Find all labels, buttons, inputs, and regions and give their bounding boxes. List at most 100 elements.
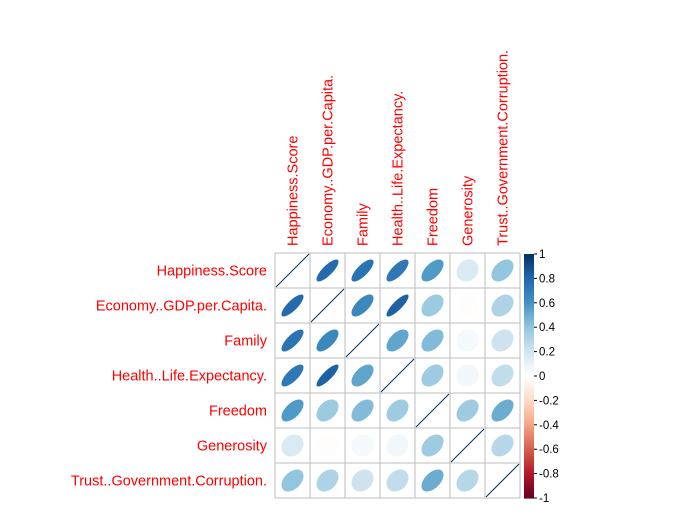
colorbar-segment — [524, 399, 534, 401]
colorbar-segment — [524, 258, 534, 261]
colorbar-segment — [524, 299, 534, 301]
colorbar-segment — [524, 351, 534, 354]
colorbar-segment — [524, 356, 534, 359]
colorbar-segment — [524, 415, 534, 417]
correlation-ellipse — [350, 398, 375, 423]
colorbar-segment — [524, 305, 534, 308]
colorbar-segment — [524, 404, 534, 406]
correlation-ellipse — [385, 293, 410, 318]
colorbar-segment — [524, 471, 534, 473]
colorbar-segment — [524, 352, 534, 355]
colorbar-segment — [524, 271, 534, 273]
column-label: Economy..GDP.per.Capita. — [321, 75, 337, 246]
correlation-ellipse — [350, 433, 375, 458]
colorbar-segment — [524, 376, 534, 378]
colorbar-segment — [524, 491, 534, 494]
colorbar-segment — [524, 447, 534, 450]
colorbar-segment — [524, 396, 534, 399]
colorbar-segment — [524, 335, 534, 338]
colorbar-segment — [524, 467, 534, 470]
colorbar-segment — [524, 278, 534, 281]
correlation-ellipse — [490, 293, 515, 318]
colorbar-segment — [524, 456, 534, 459]
diagonal-line — [380, 358, 415, 393]
colorbar-segment — [524, 446, 534, 449]
colorbar-segment — [524, 390, 534, 393]
colorbar-segment — [524, 455, 534, 458]
colorbar-segment — [524, 273, 534, 276]
colorbar-segment — [524, 378, 534, 381]
colorbar-segment — [524, 493, 534, 495]
colorbar-tick-label: 0 — [539, 371, 545, 383]
colorbar-segment — [524, 397, 534, 400]
colorbar-segment — [524, 454, 534, 456]
correlation-ellipse — [385, 398, 410, 423]
colorbar-segment — [524, 391, 534, 394]
colorbar-segment — [524, 466, 534, 469]
colorbar-segment — [524, 341, 534, 344]
colorbar-segment — [524, 489, 534, 492]
colorbar-tick-label: 0.8 — [539, 273, 555, 285]
colorbar-segment — [524, 388, 534, 391]
colorbar-segment — [524, 474, 534, 477]
colorbar-segment — [524, 405, 534, 408]
colorbar-segment — [524, 445, 534, 448]
correlation-ellipse — [280, 293, 305, 318]
correlation-ellipse — [315, 258, 340, 283]
correlation-ellipse — [280, 363, 305, 388]
correlation-ellipse — [385, 468, 410, 493]
colorbar-segment — [524, 272, 534, 275]
colorbar-segment — [524, 424, 534, 427]
colorbar-segment — [524, 384, 534, 387]
colorbar-segment — [524, 432, 534, 434]
colorbar-segment — [524, 284, 534, 287]
row-label: Generosity — [197, 439, 268, 455]
colorbar-segment — [524, 373, 534, 376]
diagonal-line — [310, 288, 345, 323]
correlation-ellipse — [455, 328, 480, 353]
colorbar-segment — [524, 312, 534, 315]
colorbar-segment — [524, 443, 534, 445]
colorbar-segment — [524, 288, 534, 290]
colorbar-segment — [524, 277, 534, 279]
colorbar-segment — [524, 382, 534, 384]
colorbar-segment — [524, 268, 534, 271]
correlation-ellipse — [490, 328, 515, 353]
colorbar-segment — [524, 275, 534, 278]
colorbar-segment — [524, 301, 534, 304]
column-label: Happiness.Score — [286, 136, 302, 246]
correlation-ellipse — [420, 433, 445, 458]
colorbar-segment — [524, 323, 534, 326]
correlation-ellipse — [420, 328, 445, 353]
colorbar-segment — [524, 282, 534, 284]
colorbar-segment — [524, 257, 534, 260]
row-label: Economy..GDP.per.Capita. — [96, 299, 267, 315]
colorbar-segment — [524, 336, 534, 339]
colorbar-segment — [524, 477, 534, 480]
column-label: Trust..Government.Corruption. — [496, 50, 512, 246]
colorbar-segment — [524, 496, 534, 499]
colorbar-segment — [524, 327, 534, 330]
colorbar-segment — [524, 487, 534, 489]
colorbar-segment — [524, 255, 534, 258]
colorbar-segment — [524, 495, 534, 498]
colorbar-segment — [524, 313, 534, 316]
correlation-ellipse — [315, 468, 340, 493]
correlation-ellipse — [385, 328, 410, 353]
colorbar-segment — [524, 283, 534, 286]
colorbar-segment — [524, 480, 534, 483]
colorbar-segment — [524, 319, 534, 322]
colorbar-segment — [524, 458, 534, 461]
colorbar-segment — [524, 452, 534, 455]
colorbar-segment — [524, 344, 534, 347]
colorbar-segment — [524, 279, 534, 282]
colorbar-segment — [524, 485, 534, 488]
colorbar-segment — [524, 450, 534, 453]
colorbar-segment — [524, 347, 534, 350]
colorbar-tick-label: 0.4 — [539, 322, 556, 334]
colorbar-segment — [524, 371, 534, 373]
correlation-ellipse — [490, 258, 515, 283]
colorbar-segment — [524, 262, 534, 265]
colorbar-segment — [524, 329, 534, 332]
